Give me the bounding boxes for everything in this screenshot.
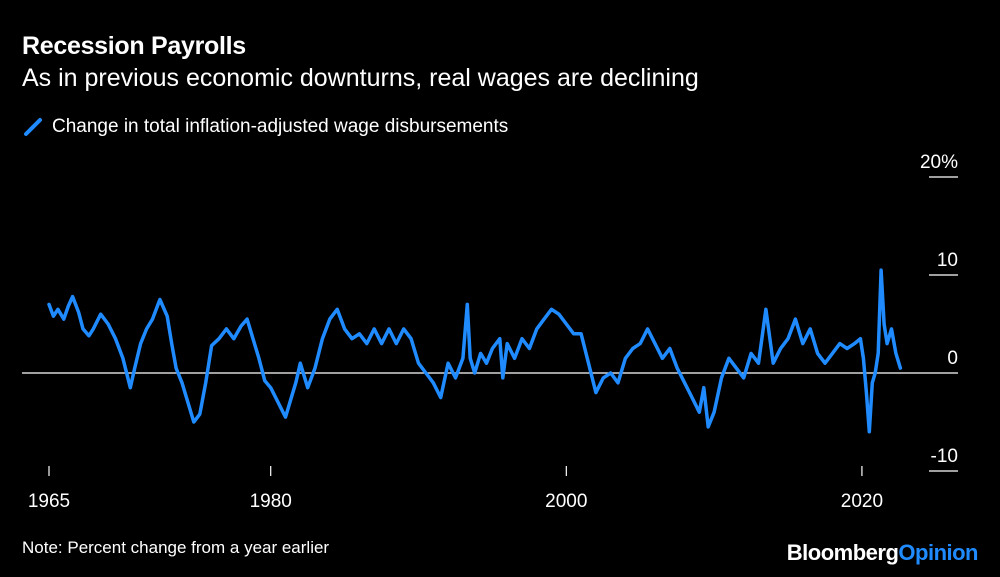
- legend-swatch-icon: [24, 118, 42, 136]
- series-line-wage-disbursements: [47, 268, 903, 434]
- legend: Change in total inflation-adjusted wage …: [22, 116, 508, 138]
- legend-label: Change in total inflation-adjusted wage …: [52, 116, 509, 137]
- brand-main: Bloomberg: [786, 540, 899, 565]
- brand-accent: Opinion: [898, 540, 978, 565]
- chart-note: Note: Percent change from a year earlier: [22, 538, 330, 557]
- y-tick-label: -10: [931, 446, 958, 467]
- x-tick-label: 2020: [841, 491, 883, 512]
- chart-subtitle: As in previous economic downturns, real …: [22, 64, 699, 92]
- x-tick-label: 2000: [545, 491, 587, 512]
- x-tick-label: 1965: [28, 491, 70, 512]
- y-tick-label: 0: [947, 348, 958, 369]
- x-tick-label: 1980: [250, 491, 292, 512]
- brand-logo: BloombergOpinion: [786, 540, 979, 566]
- y-tick-label: 20%: [920, 152, 958, 173]
- y-tick-label: 10: [937, 250, 958, 271]
- chart-title: Recession Payrolls: [22, 32, 246, 60]
